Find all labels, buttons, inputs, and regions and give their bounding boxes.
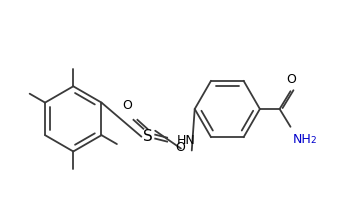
Text: NH: NH	[292, 133, 311, 146]
Text: O: O	[175, 141, 185, 154]
Text: S: S	[144, 129, 153, 144]
Text: O: O	[286, 73, 297, 86]
Text: 2: 2	[310, 136, 316, 145]
Text: HN: HN	[176, 134, 195, 147]
Text: O: O	[122, 99, 133, 112]
